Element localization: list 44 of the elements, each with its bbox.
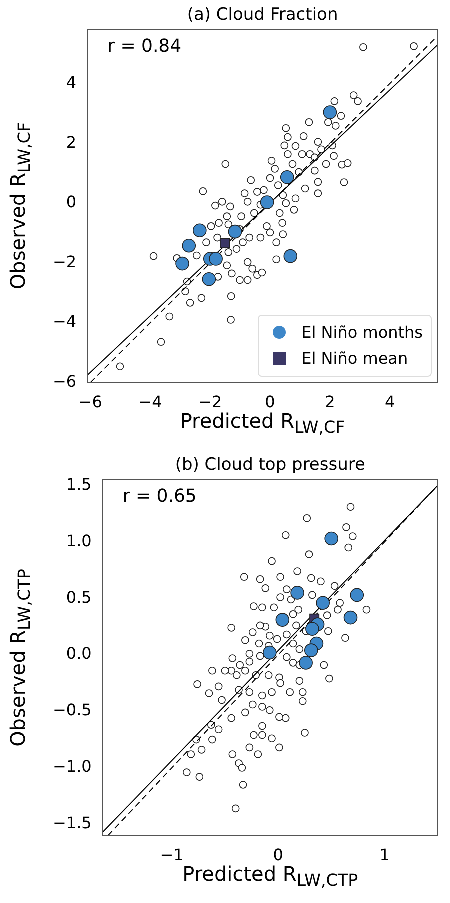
legend-label: El Niño mean xyxy=(302,349,408,368)
y-tick-label: 1.0 xyxy=(66,531,92,550)
point xyxy=(299,656,313,670)
point xyxy=(323,106,338,120)
y-tick-label: −6 xyxy=(52,372,77,391)
point xyxy=(306,622,320,636)
point xyxy=(290,586,304,600)
annotation: r = 0.84 xyxy=(108,36,182,57)
point xyxy=(316,596,330,610)
y-tick-label: 0.5 xyxy=(66,588,92,607)
point xyxy=(350,588,364,602)
point xyxy=(182,238,196,253)
y-tick-label: −1.5 xyxy=(52,814,92,833)
y-tick-label: 0 xyxy=(66,192,77,212)
point xyxy=(209,252,223,266)
point xyxy=(193,224,207,238)
point xyxy=(284,249,298,264)
y-tick-label: −2 xyxy=(52,252,77,272)
point xyxy=(344,610,358,625)
point xyxy=(220,238,230,248)
y-tick-label: 2 xyxy=(66,132,77,152)
point xyxy=(176,256,190,271)
x-tick-label: 4 xyxy=(384,392,396,412)
chart-title: (a) Cloud Fraction xyxy=(186,5,340,25)
y-tick-label: 1.5 xyxy=(66,474,92,494)
y-tick-label: −4 xyxy=(52,312,77,332)
legend-label: El Niño months xyxy=(302,323,423,342)
x-tick-label: 1 xyxy=(380,846,390,865)
chart-title: (b) Cloud top pressure xyxy=(174,455,366,475)
point xyxy=(202,272,216,286)
y-tick-label: 0.0 xyxy=(66,644,92,664)
y-tick-label: −0.5 xyxy=(52,700,92,720)
y-tick-label: 4 xyxy=(66,72,77,92)
point xyxy=(262,646,277,660)
x-tick-label: −4 xyxy=(138,392,162,412)
point xyxy=(276,613,290,627)
annotation: r = 0.65 xyxy=(122,486,197,507)
x-tick-label: −1 xyxy=(160,846,184,865)
point xyxy=(260,196,274,210)
point xyxy=(304,644,318,658)
point xyxy=(324,532,339,546)
point xyxy=(228,224,242,239)
point xyxy=(280,170,294,184)
y-tick-label: −1.0 xyxy=(52,757,92,776)
